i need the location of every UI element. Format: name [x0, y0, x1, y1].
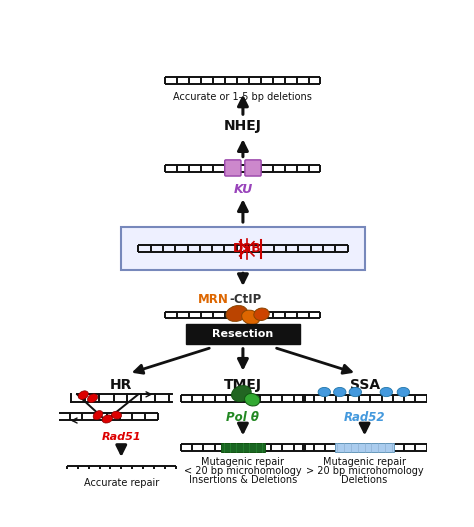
- Ellipse shape: [78, 391, 88, 399]
- Ellipse shape: [226, 306, 247, 321]
- Text: Mutagenic repair: Mutagenic repair: [323, 457, 406, 467]
- Text: DSB: DSB: [232, 242, 261, 255]
- Text: Accurate or 1-5 bp deletions: Accurate or 1-5 bp deletions: [173, 92, 312, 102]
- Ellipse shape: [102, 415, 112, 423]
- Ellipse shape: [254, 308, 269, 320]
- Text: HR: HR: [110, 378, 132, 392]
- Text: -CtIP: -CtIP: [229, 293, 261, 306]
- Text: Mutagenic repair: Mutagenic repair: [201, 457, 284, 467]
- Ellipse shape: [380, 387, 392, 397]
- Text: > 20 bp microhomology: > 20 bp microhomology: [306, 466, 423, 476]
- FancyBboxPatch shape: [225, 160, 241, 176]
- Ellipse shape: [318, 387, 330, 397]
- Text: KU: KU: [233, 182, 253, 196]
- Bar: [221, 443, 264, 452]
- Ellipse shape: [88, 394, 98, 403]
- FancyBboxPatch shape: [186, 324, 300, 344]
- Text: Accurate repair: Accurate repair: [83, 479, 159, 489]
- Text: MRN: MRN: [198, 293, 229, 306]
- Text: Pol θ: Pol θ: [227, 411, 259, 424]
- Ellipse shape: [242, 310, 260, 325]
- Text: SSA: SSA: [349, 378, 380, 392]
- Text: TMEJ: TMEJ: [224, 378, 262, 392]
- Text: Rad51: Rad51: [101, 432, 141, 442]
- Text: Rad52: Rad52: [344, 411, 385, 424]
- Ellipse shape: [245, 394, 260, 406]
- Ellipse shape: [93, 411, 103, 419]
- Text: Deletions: Deletions: [341, 475, 388, 485]
- Ellipse shape: [397, 387, 410, 397]
- Ellipse shape: [111, 411, 122, 419]
- Text: Resection: Resection: [212, 329, 273, 339]
- Ellipse shape: [349, 387, 362, 397]
- Text: NHEJ: NHEJ: [224, 120, 262, 133]
- Text: < 20 bp microhomology: < 20 bp microhomology: [184, 466, 302, 476]
- FancyBboxPatch shape: [121, 227, 365, 270]
- Text: Insertions & Deletions: Insertions & Deletions: [189, 475, 297, 485]
- Bar: [335, 443, 394, 452]
- FancyBboxPatch shape: [245, 160, 261, 176]
- Ellipse shape: [334, 387, 346, 397]
- Ellipse shape: [231, 386, 251, 402]
